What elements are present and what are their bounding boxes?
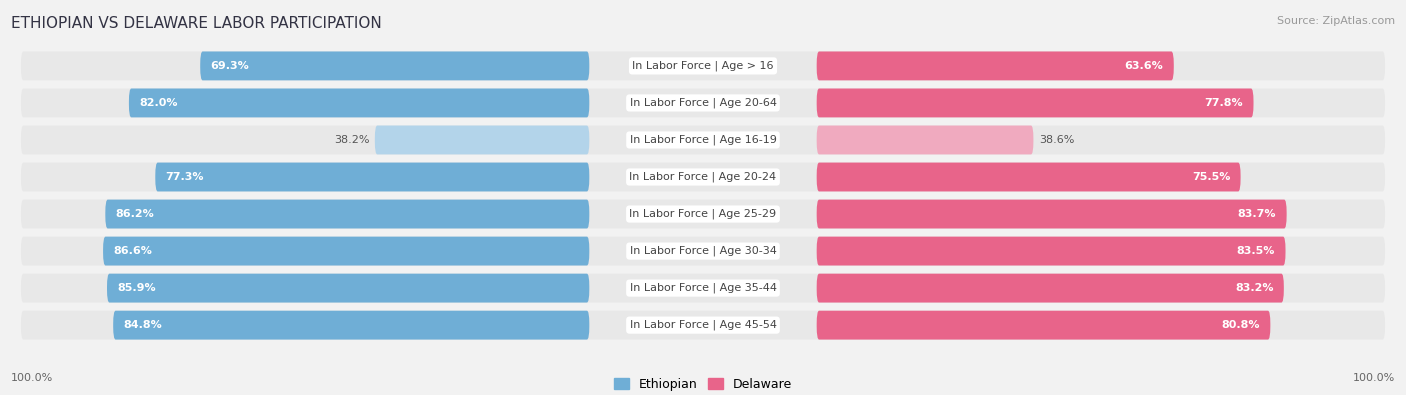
FancyBboxPatch shape [817, 199, 1286, 228]
FancyBboxPatch shape [107, 274, 589, 303]
Text: 83.5%: 83.5% [1237, 246, 1275, 256]
Text: 86.2%: 86.2% [115, 209, 155, 219]
FancyBboxPatch shape [155, 163, 589, 192]
FancyBboxPatch shape [817, 237, 1285, 265]
FancyBboxPatch shape [105, 199, 589, 228]
FancyBboxPatch shape [103, 237, 589, 265]
FancyBboxPatch shape [817, 274, 1284, 303]
Text: Source: ZipAtlas.com: Source: ZipAtlas.com [1277, 16, 1395, 26]
Text: In Labor Force | Age 45-54: In Labor Force | Age 45-54 [630, 320, 776, 330]
Text: 84.8%: 84.8% [124, 320, 162, 330]
Text: 85.9%: 85.9% [117, 283, 156, 293]
Text: 38.2%: 38.2% [333, 135, 370, 145]
Text: 83.7%: 83.7% [1237, 209, 1277, 219]
Text: 100.0%: 100.0% [1353, 373, 1395, 383]
Text: 86.6%: 86.6% [114, 246, 152, 256]
Text: In Labor Force | Age 20-64: In Labor Force | Age 20-64 [630, 98, 776, 108]
FancyBboxPatch shape [21, 163, 1385, 192]
Text: 77.8%: 77.8% [1205, 98, 1243, 108]
Text: ETHIOPIAN VS DELAWARE LABOR PARTICIPATION: ETHIOPIAN VS DELAWARE LABOR PARTICIPATIO… [11, 16, 382, 31]
Text: 80.8%: 80.8% [1222, 320, 1260, 330]
FancyBboxPatch shape [200, 51, 589, 80]
Text: In Labor Force | Age 16-19: In Labor Force | Age 16-19 [630, 135, 776, 145]
Text: In Labor Force | Age 25-29: In Labor Force | Age 25-29 [630, 209, 776, 219]
Text: 77.3%: 77.3% [166, 172, 204, 182]
Legend: Ethiopian, Delaware: Ethiopian, Delaware [614, 378, 792, 391]
FancyBboxPatch shape [817, 126, 1033, 154]
Text: 69.3%: 69.3% [211, 61, 249, 71]
Text: 63.6%: 63.6% [1125, 61, 1163, 71]
Text: In Labor Force | Age > 16: In Labor Force | Age > 16 [633, 61, 773, 71]
Text: 75.5%: 75.5% [1192, 172, 1230, 182]
Text: 83.2%: 83.2% [1234, 283, 1274, 293]
FancyBboxPatch shape [375, 126, 589, 154]
FancyBboxPatch shape [21, 237, 1385, 265]
FancyBboxPatch shape [21, 88, 1385, 117]
Text: In Labor Force | Age 35-44: In Labor Force | Age 35-44 [630, 283, 776, 293]
FancyBboxPatch shape [817, 163, 1240, 192]
FancyBboxPatch shape [817, 311, 1271, 340]
Text: In Labor Force | Age 20-24: In Labor Force | Age 20-24 [630, 172, 776, 182]
FancyBboxPatch shape [21, 51, 1385, 80]
FancyBboxPatch shape [129, 88, 589, 117]
Text: 38.6%: 38.6% [1039, 135, 1074, 145]
Text: 82.0%: 82.0% [139, 98, 177, 108]
FancyBboxPatch shape [21, 274, 1385, 303]
FancyBboxPatch shape [817, 51, 1174, 80]
Text: 100.0%: 100.0% [11, 373, 53, 383]
FancyBboxPatch shape [21, 199, 1385, 228]
FancyBboxPatch shape [817, 88, 1254, 117]
FancyBboxPatch shape [114, 311, 589, 340]
FancyBboxPatch shape [21, 311, 1385, 340]
FancyBboxPatch shape [21, 126, 1385, 154]
Text: In Labor Force | Age 30-34: In Labor Force | Age 30-34 [630, 246, 776, 256]
